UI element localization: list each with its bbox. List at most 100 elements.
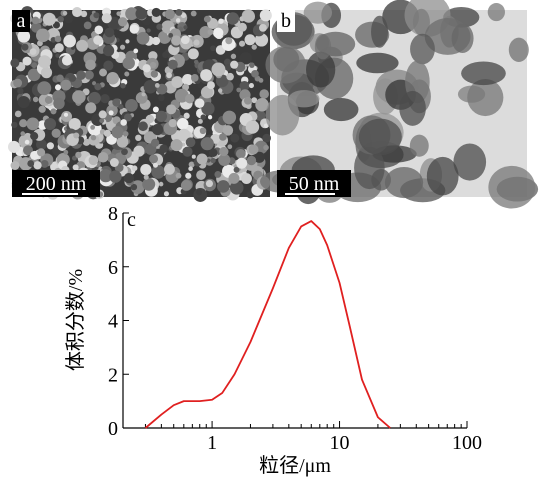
particle <box>409 134 429 157</box>
particle <box>451 23 474 54</box>
particle <box>180 12 187 19</box>
particle <box>185 172 192 179</box>
particle <box>426 156 459 196</box>
particle <box>236 87 242 93</box>
panel-label: c <box>127 209 136 231</box>
x-tick-label: 1 <box>207 432 217 454</box>
particle <box>175 172 182 179</box>
particle <box>80 10 88 18</box>
particle <box>259 9 272 22</box>
particle <box>183 112 190 119</box>
particle <box>218 18 224 24</box>
particle <box>135 134 142 142</box>
particle <box>93 35 103 45</box>
particle <box>212 27 224 39</box>
particle <box>131 165 138 171</box>
particle <box>249 62 255 68</box>
particle <box>10 58 20 68</box>
x-axis-label: 粒径/μm <box>259 454 331 477</box>
particle <box>203 15 211 23</box>
particle <box>61 55 73 66</box>
particle <box>168 32 174 38</box>
particle <box>150 70 159 78</box>
particle <box>143 174 149 180</box>
particle <box>246 191 254 199</box>
particle <box>123 172 135 184</box>
particle <box>196 170 206 180</box>
particle <box>54 35 62 43</box>
particle <box>40 67 53 79</box>
particle <box>103 45 115 57</box>
particle <box>242 10 256 23</box>
tem-image <box>260 0 539 209</box>
particle <box>53 97 65 110</box>
particle <box>55 53 60 58</box>
particle <box>171 76 184 88</box>
particle <box>44 118 57 131</box>
particle <box>183 25 188 30</box>
particle <box>90 134 97 141</box>
particle <box>255 98 269 112</box>
particle <box>85 102 97 114</box>
particle <box>224 63 232 71</box>
particle <box>303 1 333 24</box>
label-box <box>12 10 30 32</box>
particle <box>253 151 265 163</box>
particle <box>75 151 82 158</box>
particle <box>225 37 233 45</box>
particle <box>133 145 145 157</box>
particle <box>52 21 61 29</box>
particle <box>217 88 223 93</box>
particle <box>57 15 64 23</box>
particle <box>118 17 128 27</box>
particle <box>197 82 203 89</box>
particle <box>188 161 195 168</box>
particle <box>245 120 260 134</box>
y-tick-label: 0 <box>108 418 118 440</box>
particle <box>124 71 130 77</box>
particle <box>254 110 266 121</box>
particle <box>155 110 168 123</box>
particle <box>180 179 192 191</box>
particle <box>263 123 269 129</box>
particle <box>94 83 102 91</box>
particle <box>207 29 214 36</box>
particle <box>109 158 119 167</box>
particle <box>180 35 190 45</box>
particle <box>461 61 506 86</box>
particle <box>125 99 138 112</box>
particle <box>60 79 72 91</box>
particle <box>371 15 389 48</box>
particle <box>133 48 139 54</box>
particle <box>119 44 126 50</box>
particle <box>152 106 159 113</box>
particle <box>71 155 78 161</box>
particle <box>130 180 145 195</box>
particle <box>20 131 26 136</box>
particle <box>33 161 42 170</box>
particle <box>222 125 234 136</box>
particle <box>13 78 23 88</box>
particle <box>108 110 114 116</box>
particle <box>241 173 252 184</box>
particle <box>167 59 178 70</box>
particle <box>109 170 122 183</box>
particle <box>24 139 30 145</box>
particle <box>199 127 207 135</box>
particle <box>262 133 271 143</box>
particle <box>122 131 129 137</box>
particle <box>152 162 158 168</box>
particle <box>31 62 38 69</box>
particle <box>106 72 119 85</box>
particle <box>63 34 76 48</box>
particle <box>168 118 177 128</box>
particle <box>51 128 61 138</box>
particle <box>214 170 222 178</box>
particle <box>150 138 160 148</box>
chart: c 粒径/μm 体积分数/% 0 2 4 6 8 1 10 100 <box>64 203 482 477</box>
sem-image <box>7 5 272 202</box>
particle <box>38 105 46 113</box>
particle <box>185 137 196 148</box>
particle <box>116 11 122 16</box>
